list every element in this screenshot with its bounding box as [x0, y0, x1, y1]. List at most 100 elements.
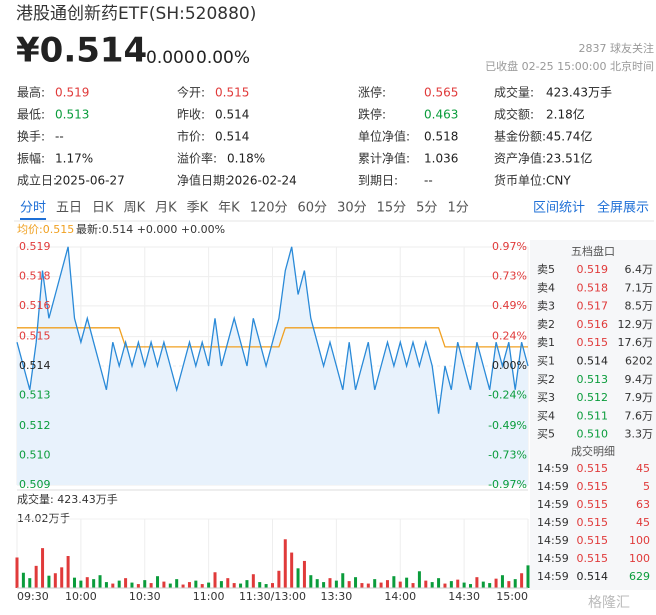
tab[interactable]: 15分	[377, 201, 407, 216]
stat-label: 累计净值:	[358, 151, 410, 166]
tab[interactable]: 月K	[155, 201, 177, 216]
volume-bar	[328, 578, 332, 588]
volume-bar	[245, 580, 249, 588]
volume-bar	[296, 568, 300, 588]
stat-value: 0.18%	[227, 152, 265, 166]
stat-label: 涨停:	[358, 85, 386, 100]
volume-bar	[354, 577, 358, 588]
y2-tick-label: 0.00%	[492, 359, 527, 372]
stat-value: 0.513	[55, 108, 89, 122]
volume-bar	[456, 579, 460, 588]
volume-bar	[92, 579, 96, 588]
volume-bar	[15, 557, 19, 588]
y2-tick-label: 0.73%	[492, 269, 527, 282]
volume-bar	[405, 577, 409, 588]
stat-value: 2.18亿	[546, 107, 585, 122]
trade-time: 14:59	[537, 516, 569, 529]
volume-bar	[194, 580, 198, 588]
volume-bar	[111, 583, 115, 588]
volume-bar	[47, 575, 51, 588]
tab[interactable]: 季K	[187, 201, 209, 216]
volume-bar	[156, 576, 160, 588]
volume-bar	[271, 583, 274, 588]
book-label: 卖1	[537, 336, 555, 349]
book-label: 买4	[537, 409, 555, 422]
volume-bar	[488, 583, 492, 588]
volume-bar	[162, 581, 166, 588]
tab[interactable]: 五日	[56, 201, 82, 216]
volume-bar	[373, 579, 377, 588]
tab[interactable]: 60分	[298, 201, 328, 216]
volume-bar	[53, 573, 57, 588]
trade-price: 0.514	[577, 570, 609, 583]
change: 0.000	[146, 48, 195, 68]
tab[interactable]: 年K	[218, 201, 240, 216]
volume-bar	[143, 580, 147, 588]
stat-value: 423.43万手	[546, 86, 612, 100]
volume-bar	[200, 584, 204, 588]
trade-price: 0.515	[577, 498, 609, 511]
stat-label: 成立日:	[17, 173, 57, 188]
price-line	[16, 246, 529, 414]
stat-value: 0.519	[55, 86, 89, 100]
tab[interactable]: 周K	[124, 201, 146, 216]
volume-bar	[21, 572, 25, 588]
book-price: 0.519	[577, 263, 609, 276]
volume-bar	[232, 583, 236, 588]
tab[interactable]: 日K	[92, 201, 114, 216]
volume-tick-label: 14.02万手	[17, 511, 71, 525]
stat-label: 振幅:	[17, 151, 45, 166]
latest-label: 最新:0.514 +0.000 +0.00%	[76, 222, 225, 236]
y-tick-label: 0.513	[19, 388, 51, 401]
volume-bar	[379, 582, 383, 588]
tab[interactable]: 5分	[416, 201, 437, 216]
trade-volume: 63	[636, 498, 650, 511]
trade-price: 0.515	[577, 516, 609, 529]
volume-bar	[283, 539, 287, 588]
volume-bar	[475, 577, 479, 588]
x-tick-label: 14:00	[384, 590, 416, 603]
tab[interactable]: 1分	[447, 201, 468, 216]
volume-bar	[430, 582, 434, 588]
tab[interactable]: 30分	[337, 201, 367, 216]
tab-link[interactable]: 全屏展示	[597, 200, 649, 216]
watermark: 格隆汇	[588, 595, 630, 611]
x-tick-label: 09:30	[17, 590, 49, 603]
tab-link[interactable]: 区间统计	[533, 201, 585, 216]
volume-bar	[507, 581, 511, 588]
panel-title: 五档盘口	[571, 244, 615, 258]
avg-line	[17, 327, 528, 348]
trade-time: 14:59	[537, 462, 569, 475]
book-volume: 6202	[625, 355, 653, 368]
book-label: 买3	[537, 391, 555, 404]
volume-bar	[309, 575, 313, 588]
volume-bar	[334, 580, 338, 588]
stat-label: 基金份额:	[494, 129, 546, 144]
volume-bar	[520, 573, 524, 588]
volume-bar	[175, 579, 179, 588]
volume-bar	[85, 577, 89, 588]
stat-value: 0.463	[424, 108, 458, 122]
volume-bar	[469, 584, 473, 588]
volume-bar	[315, 579, 319, 588]
y2-tick-label: -0.49%	[488, 419, 527, 432]
volume-bar	[290, 552, 294, 588]
volume-bar	[130, 582, 134, 588]
trade-volume: 100	[629, 534, 650, 547]
trade-volume: 45	[636, 516, 650, 529]
y2-tick-label: -0.24%	[488, 388, 527, 401]
tab[interactable]: 分时	[20, 201, 46, 216]
book-price: 0.513	[577, 373, 609, 386]
x-tick-label: 15:00	[496, 590, 528, 603]
side-panel	[530, 240, 656, 590]
volume-bar	[398, 581, 402, 588]
stat-label: 净值日期:	[177, 173, 229, 188]
book-volume: 7.6万	[625, 409, 654, 422]
book-volume: 7.1万	[625, 281, 654, 294]
book-volume: 3.3万	[625, 428, 654, 441]
stat-value: 0.565	[424, 86, 458, 100]
tab[interactable]: 120分	[250, 201, 288, 216]
volume-bar	[500, 575, 504, 588]
x-tick-label: 14:30	[448, 590, 480, 603]
